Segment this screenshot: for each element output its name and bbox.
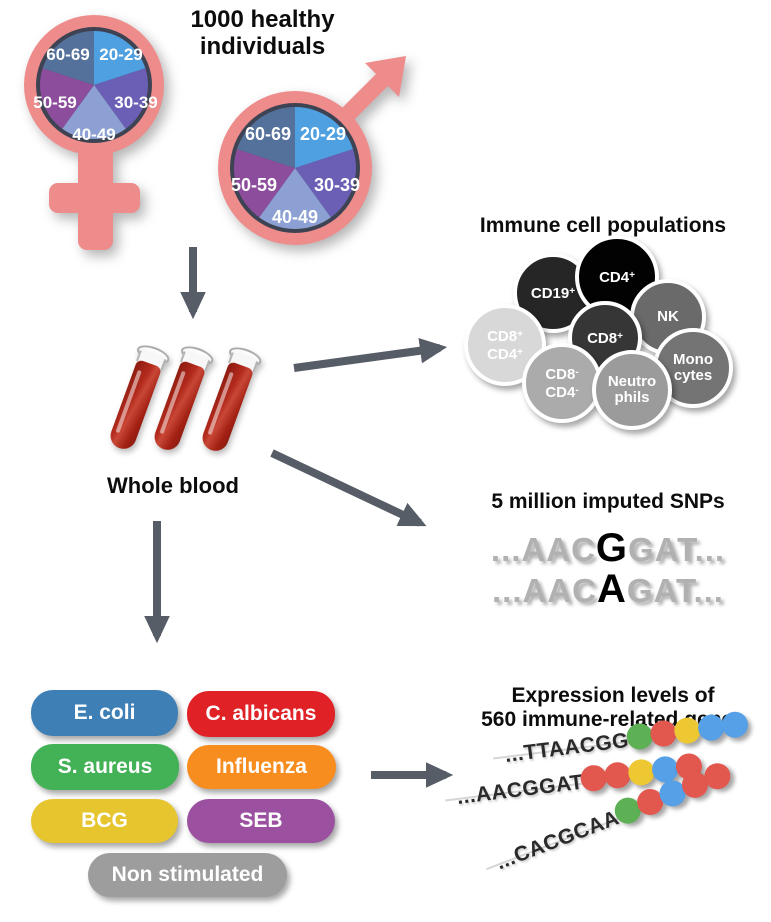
age-label: 20-29: [300, 124, 346, 144]
age-label: 60-69: [46, 45, 89, 64]
male-arrow-shaft: [337, 71, 391, 125]
pie-slice-40-49: [259, 168, 331, 230]
cell-label-line: CD8-: [545, 366, 579, 383]
snp-allele: A: [597, 567, 627, 611]
cell-label-line: Neutro: [607, 373, 657, 390]
pie-slice-60-69: [236, 107, 295, 168]
male-age-pie: 60-69 20-29 50-59 30-39 40-49: [231, 107, 360, 230]
snp-seq-suffix: GAT...: [628, 531, 726, 568]
snp-allele: G: [595, 526, 629, 570]
age-label: 50-59: [231, 175, 277, 195]
pie-slice-50-59: [234, 149, 295, 218]
gene-sequence: ...TTAACGG: [503, 728, 631, 767]
cell-label-line: phils: [614, 389, 650, 406]
gene-sequence: ...CACGCAA: [492, 805, 623, 874]
cell-label-line: NK: [657, 308, 679, 325]
arrow-blood-to-snps: [270, 449, 427, 527]
stimulus-seb: SEB: [187, 799, 335, 843]
male-symbol-icon: 60-69 20-29 50-59 30-39 40-49: [218, 56, 406, 245]
cohort-title: 1000 healthy individuals: [155, 6, 370, 60]
pie-slice-30-39: [94, 68, 148, 129]
stimulus-saureus: S. aureus: [31, 744, 179, 790]
whole-blood-label: Whole blood: [107, 473, 239, 498]
female-cross-bar: [49, 183, 140, 213]
cohort-title-line1: 1000 healthy: [190, 6, 335, 33]
pie-slice-40-49: [62, 85, 126, 140]
stimulus-influenza: Influenza: [187, 745, 336, 789]
cell-label-line: CD4+: [487, 346, 523, 363]
cell-label-line: Mono: [673, 351, 713, 368]
male-arrow-head: [365, 56, 406, 97]
age-label: 20-29: [99, 45, 142, 64]
age-label: 30-39: [314, 175, 360, 195]
age-label: 30-39: [114, 93, 157, 112]
expression-title-line1: Expression levels of: [511, 684, 715, 707]
pie-slice-20-29: [295, 107, 354, 168]
stimulus-nonstimulated: Non stimulated: [88, 853, 287, 897]
pie-slice-50-59: [40, 68, 94, 129]
pie-slice-60-69: [42, 31, 94, 85]
cell-neutrophils: Neutro phils: [592, 350, 672, 430]
pie-slice-20-29: [94, 31, 146, 85]
cell-label-line: CD8+: [587, 330, 623, 347]
cell-cd8pos-cd4pos: CD8+ CD4+: [464, 304, 546, 386]
expression-dot-blue: [720, 710, 750, 740]
expression-dot-yellow: [672, 716, 702, 746]
snps-title: 5 million imputed SNPs: [491, 490, 725, 513]
arrow-blood-to-cells: [293, 338, 448, 372]
age-label: 40-49: [272, 207, 318, 227]
cell-label-line: CD4-: [545, 384, 579, 401]
gene-sequence: ...AACGGAT: [455, 770, 585, 809]
cohort-title-line2: individuals: [199, 33, 326, 60]
snp-sequence-row: ...AACAGAT...: [445, 567, 771, 612]
snp-sequence-row: ...AACGGAT...: [445, 526, 771, 571]
snp-seq-prefix: ...AAC: [492, 572, 598, 609]
cell-label-line: CD8+: [487, 328, 523, 345]
expression-dot-red: [648, 719, 678, 749]
snp-seq-suffix: GAT...: [626, 572, 724, 609]
age-label: 40-49: [72, 125, 115, 144]
cell-label-line: CD4+: [599, 269, 635, 286]
age-label: 50-59: [33, 93, 76, 112]
female-age-pie: 60-69 20-29 50-59 30-39 40-49: [33, 31, 158, 144]
snp-seq-prefix: ...AAC: [490, 531, 596, 568]
stimulus-bcg: BCG: [31, 799, 178, 843]
cell-cd8neg-cd4neg: CD8- CD4-: [522, 343, 602, 423]
stimulus-calbicans: C. albicans: [187, 691, 335, 737]
female-symbol-icon: 60-69 20-29 50-59 30-39 40-49: [24, 15, 164, 250]
cell-label-line: cytes: [673, 367, 713, 384]
immune-populations-title: Immune cell populations: [479, 214, 727, 237]
pie-slice-30-39: [295, 149, 356, 218]
age-label: 60-69: [245, 124, 291, 144]
cell-label-line: CD19+: [530, 285, 576, 302]
expression-dot-blue: [696, 713, 726, 743]
stimulus-ecoli: E. coli: [31, 690, 178, 736]
